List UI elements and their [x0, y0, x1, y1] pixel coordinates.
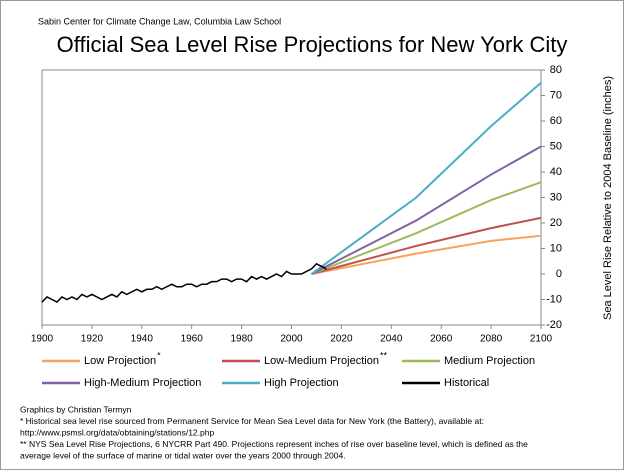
footnote: * Historical sea level rise sourced from… — [20, 416, 484, 426]
legend-label: High Projection — [264, 377, 339, 389]
series-line — [311, 145, 542, 275]
y-tick-label: -10 — [546, 293, 562, 305]
footnote: average level of the surface of marine o… — [20, 450, 346, 460]
legend-label: Low Projection — [84, 355, 156, 367]
legend-footnote-mark: * — [157, 350, 161, 360]
chart-title: Official Sea Level Rise Projections for … — [57, 32, 568, 57]
footnote: ** NYS Sea Level Rise Projections, 6 NYC… — [20, 439, 528, 449]
legend-label: High-Medium Projection — [84, 377, 201, 389]
legend-label: Low-Medium Projection — [264, 355, 379, 367]
y-tick-label: -20 — [546, 319, 562, 331]
source: Sabin Center for Climate Change Law, Col… — [38, 16, 281, 26]
x-tick-label: 2000 — [280, 334, 303, 345]
x-tick-label: 2100 — [530, 334, 553, 345]
series-line — [310, 81, 542, 275]
y-tick-label: 0 — [556, 268, 562, 280]
y-tick-label: 20 — [550, 217, 562, 229]
legend-label: Medium Projection — [444, 355, 535, 367]
legend-label: Historical — [444, 377, 489, 389]
y-tick-label: 80 — [550, 64, 562, 76]
x-tick-label: 2060 — [430, 334, 453, 345]
footnote: Graphics by Christian Termyn — [20, 404, 132, 414]
x-tick-label: 2020 — [330, 334, 353, 345]
x-tick-label: 2080 — [480, 334, 503, 345]
y-tick-label: 10 — [550, 242, 562, 254]
y-tick-label: 30 — [550, 191, 562, 203]
x-tick-label: 1980 — [230, 334, 253, 345]
x-tick-label: 1920 — [81, 334, 104, 345]
y-tick-label: 50 — [550, 140, 562, 152]
series-line — [311, 234, 542, 275]
footnote: http://www.psmsl.org/data/obtaining/stat… — [20, 427, 214, 437]
x-tick-label: 1960 — [181, 334, 204, 345]
y-tick-label: 60 — [550, 115, 562, 127]
x-tick-label: 1940 — [131, 334, 154, 345]
series-line — [41, 262, 327, 303]
series-line — [311, 181, 542, 275]
y-tick-label: 40 — [550, 166, 562, 178]
x-tick-label: 2040 — [380, 334, 403, 345]
y-tick-label: 70 — [550, 89, 562, 101]
series-line — [311, 216, 542, 275]
x-tick-label: 1900 — [31, 334, 54, 345]
y-axis-label: Sea Level Rise Relative to 2004 Baseline… — [602, 76, 614, 320]
legend-footnote-mark: ** — [380, 350, 388, 360]
